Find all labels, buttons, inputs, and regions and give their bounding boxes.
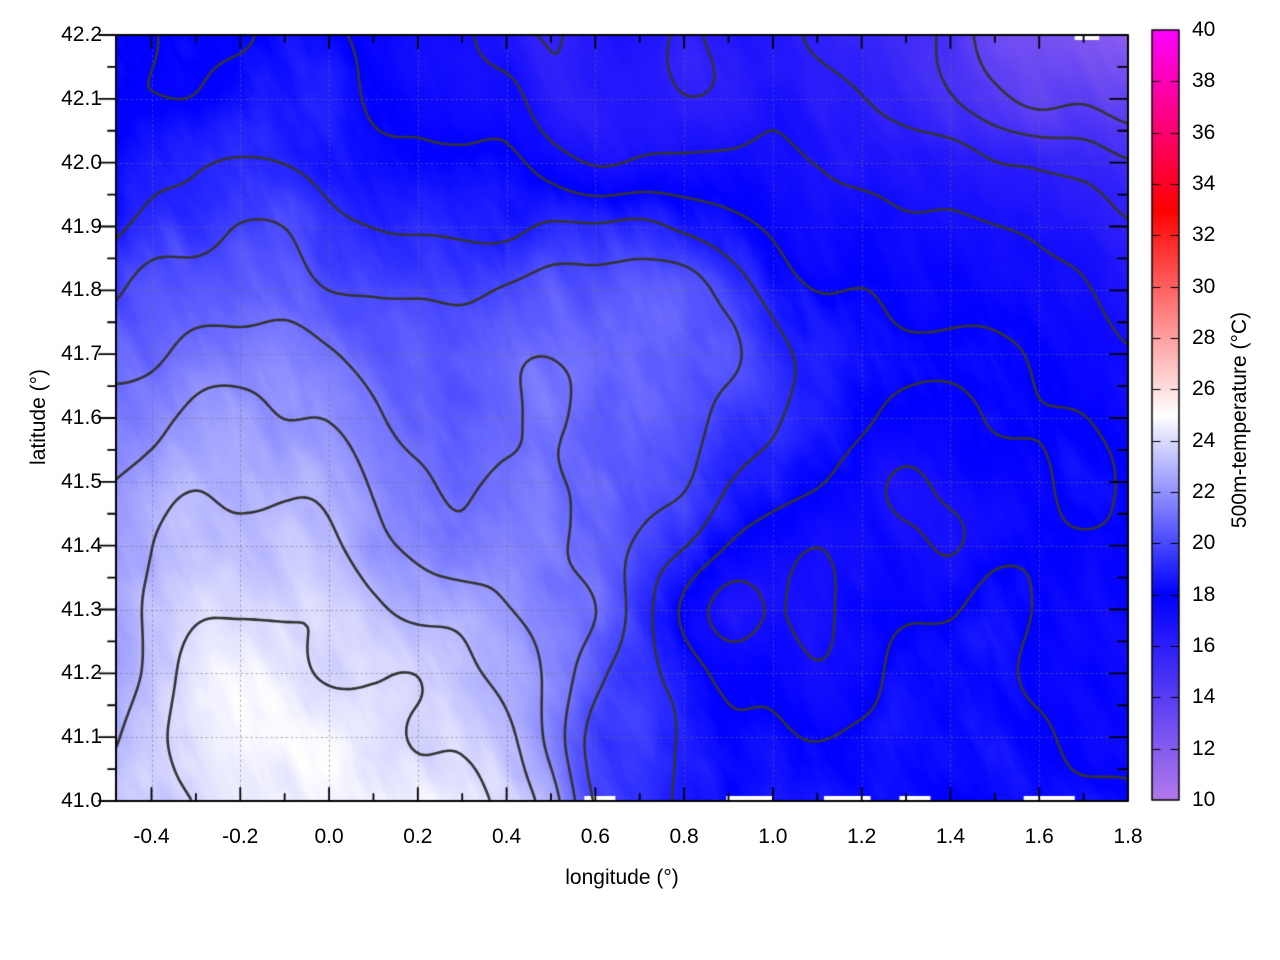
colorbar-tick-label: 40 bbox=[1192, 18, 1216, 41]
y-tick-label: 41.9 bbox=[61, 214, 102, 238]
y-tick-label: 41.7 bbox=[61, 342, 102, 366]
y-tick-label: 41.6 bbox=[61, 406, 102, 429]
x-tick-label: -0.4 bbox=[133, 825, 170, 848]
y-tick-label: 41.2 bbox=[61, 661, 102, 685]
colorbar-tick-label: 18 bbox=[1192, 582, 1216, 606]
colorbar-tick-label: 14 bbox=[1192, 685, 1216, 709]
y-tick-label: 41.1 bbox=[61, 725, 102, 749]
x-tick-label: 1.8 bbox=[1113, 825, 1143, 848]
x-tick-label: 0.2 bbox=[403, 825, 433, 848]
x-tick-label: 1.2 bbox=[847, 825, 877, 848]
colorbar-tick-label: 20 bbox=[1192, 531, 1216, 555]
colorbar-tick-label: 32 bbox=[1192, 223, 1216, 247]
y-tick-label: 41.3 bbox=[61, 597, 102, 621]
x-tick-label: 1.4 bbox=[935, 825, 966, 848]
colorbar-tick-label: 24 bbox=[1192, 428, 1216, 452]
x-tick-label: 0.0 bbox=[314, 825, 344, 848]
colorbar-tick-label: 16 bbox=[1192, 634, 1216, 657]
x-tick-label: -0.2 bbox=[222, 825, 259, 848]
x-tick-label: 0.4 bbox=[491, 825, 522, 848]
y-tick-label: 42.0 bbox=[61, 150, 102, 174]
y-tick-label: 41.8 bbox=[61, 278, 102, 302]
colorbar-tick-label: 28 bbox=[1192, 326, 1216, 349]
x-tick-label: 1.0 bbox=[758, 825, 788, 848]
colorbar-tick-label: 22 bbox=[1192, 480, 1216, 503]
colorbar-tick-label: 38 bbox=[1192, 69, 1216, 93]
x-tick-label: 0.8 bbox=[669, 825, 699, 848]
x-axis-label: longitude (°) bbox=[565, 866, 679, 889]
y-tick-label: 41.5 bbox=[61, 469, 102, 493]
colorbar-tick-label: 36 bbox=[1192, 120, 1216, 144]
colorbar-tick-label: 30 bbox=[1192, 274, 1216, 298]
colorbar-tick-label: 12 bbox=[1192, 736, 1216, 760]
colorbar-tick-label: 10 bbox=[1192, 788, 1216, 811]
colorbar-tick-label: 34 bbox=[1192, 172, 1216, 195]
y-tick-label: 41.0 bbox=[61, 789, 102, 812]
y-tick-label: 42.1 bbox=[61, 86, 102, 110]
colorbar-tick-label: 26 bbox=[1192, 377, 1216, 401]
x-tick-label: 1.6 bbox=[1024, 825, 1054, 848]
y-tick-label: 42.2 bbox=[61, 23, 102, 46]
x-tick-label: 0.6 bbox=[580, 825, 610, 848]
y-tick-label: 41.4 bbox=[61, 533, 102, 557]
